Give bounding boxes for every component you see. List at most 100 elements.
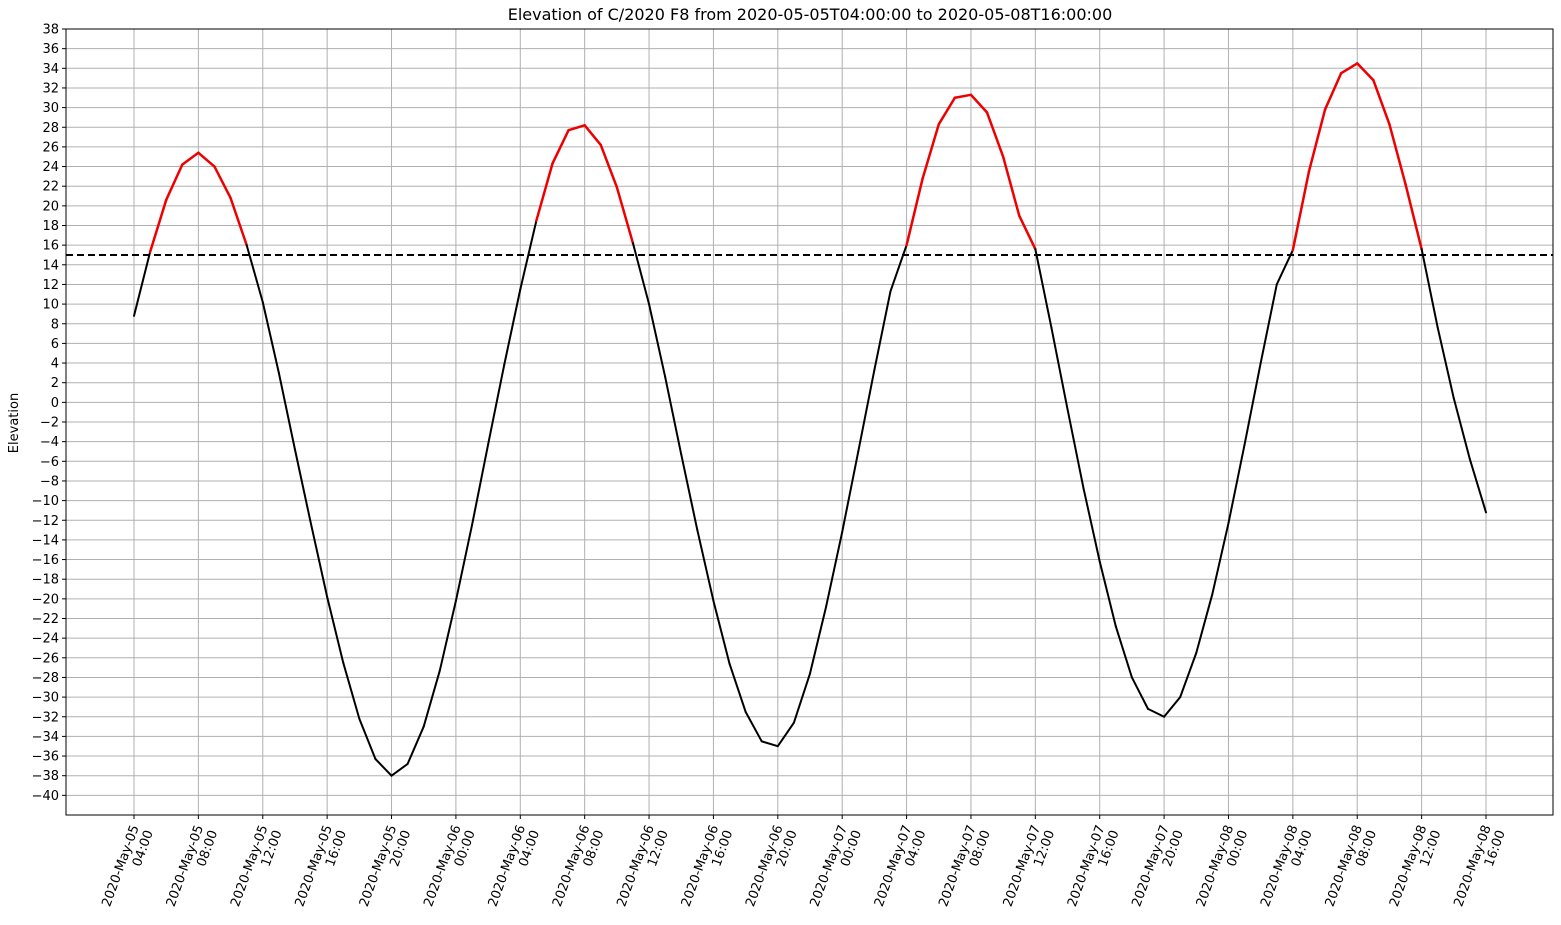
y-tick-label: 8 [51, 317, 59, 332]
y-tick-label: 12 [42, 278, 59, 293]
series-segment [1130, 676, 1149, 710]
y-tick-label: 22 [42, 180, 59, 195]
series-segment [809, 605, 828, 675]
x-tick-label: 2020-May-0616:00 [679, 823, 736, 914]
y-tick-label: −22 [32, 612, 59, 627]
series-segment [664, 375, 683, 456]
x-tick-label: 2020-May-0504:00 [99, 823, 156, 914]
x-tick-label: 2020-May-0508:00 [164, 823, 221, 914]
series-segment [631, 242, 651, 306]
series-segment [792, 672, 811, 724]
series-segment-above-threshold [1372, 78, 1391, 126]
series-segment [825, 531, 844, 608]
y-tick-label: −2 [40, 416, 59, 431]
y-tick-label: −30 [32, 691, 59, 706]
series-segment-above-threshold [213, 165, 232, 200]
series-segment [519, 219, 538, 291]
series-segment [293, 448, 313, 526]
y-tick-label: −4 [40, 435, 59, 450]
x-tick-label: 2020-May-0804:00 [1258, 823, 1315, 914]
series-segment-above-threshold [181, 151, 200, 166]
y-tick-label: 28 [42, 121, 59, 136]
series-segment [1259, 283, 1278, 365]
y-tick-label: −20 [32, 592, 59, 607]
y-tick-label: −16 [32, 553, 59, 568]
y-tick-label: −34 [32, 730, 59, 745]
y-tick-label: 26 [42, 140, 59, 155]
series-segment [326, 595, 345, 664]
series-segment-above-threshold [1001, 155, 1021, 217]
series-segment [487, 364, 506, 446]
series-segment [1275, 249, 1294, 286]
y-tick-label: −32 [32, 710, 59, 725]
series-segment [1211, 522, 1230, 595]
series-segment [1082, 487, 1101, 563]
y-axis-label: Elevation [7, 393, 22, 453]
y-tick-label: 10 [42, 298, 59, 313]
series-segment [648, 303, 667, 378]
series-segment [374, 757, 393, 777]
series-segment-above-threshold [229, 196, 248, 247]
series-segment-above-threshold [551, 128, 570, 165]
series-segment-above-threshold [921, 123, 941, 180]
y-tick-label: 30 [42, 101, 59, 116]
series-segment [841, 450, 860, 534]
series-segment [390, 762, 409, 777]
series-segment [277, 371, 296, 451]
series-segment-above-threshold [1388, 123, 1407, 186]
y-tick-label: −26 [32, 651, 59, 666]
series-segment [728, 662, 747, 713]
series-segment-above-threshold [905, 177, 924, 247]
x-tick-label: 2020-May-0708:00 [936, 823, 993, 914]
x-tick-label: 2020-May-0620:00 [743, 823, 800, 914]
y-tick-label: 24 [42, 160, 59, 175]
series-segment-above-threshold [969, 93, 989, 114]
series-segment-above-threshold [937, 96, 957, 126]
y-tick-label: −28 [32, 671, 59, 686]
y-tick-label: 14 [42, 258, 59, 273]
series-segment [1468, 458, 1487, 514]
y-tick-label: −36 [32, 750, 59, 765]
y-tick-label: −6 [40, 455, 59, 470]
y-tick-label: 0 [51, 396, 59, 411]
series-segment [406, 725, 425, 765]
x-tick-label: 2020-May-0700:00 [808, 823, 865, 914]
series-segment [873, 290, 892, 371]
series-segment [1066, 408, 1085, 490]
series-segment-above-threshold [1307, 108, 1327, 173]
series-segment [1227, 443, 1246, 525]
series-segment-above-threshold [583, 124, 603, 147]
y-tick-label: −38 [32, 769, 59, 784]
series-segment-above-threshold [1291, 170, 1311, 252]
series-segment [696, 529, 715, 602]
series-segment [1163, 696, 1182, 718]
series-segment [744, 710, 763, 743]
y-tick-label: 4 [51, 357, 59, 372]
series-segment [1243, 362, 1262, 446]
series-segment [776, 721, 795, 748]
x-tick-label: 2020-May-0604:00 [486, 823, 543, 914]
series-segment [133, 251, 152, 317]
series-segment-above-threshold [615, 185, 635, 245]
series-segment-above-threshold [164, 163, 184, 202]
series-segment-above-threshold [599, 143, 619, 189]
series-segment [261, 301, 280, 374]
series-segment [471, 443, 490, 527]
series-segment [889, 244, 908, 293]
x-tick-label: 2020-May-0608:00 [550, 823, 607, 914]
x-tick-label: 2020-May-0720:00 [1129, 823, 1186, 914]
series-segment-above-threshold [535, 162, 554, 222]
x-tick-label: 2020-May-0516:00 [293, 823, 350, 914]
y-tick-label: 34 [42, 62, 59, 77]
series-segment-above-threshold [1404, 182, 1423, 251]
x-tick-label: 2020-May-0800:00 [1194, 823, 1251, 914]
y-tick-label: −24 [32, 632, 59, 647]
y-tick-label: 18 [42, 219, 59, 234]
series-segment [1179, 651, 1198, 699]
y-tick-label: −14 [32, 533, 59, 548]
series-segment-above-threshold [985, 111, 1005, 158]
series-segment [1050, 326, 1069, 411]
grid-lines [66, 28, 1553, 815]
series-segment [857, 368, 876, 453]
